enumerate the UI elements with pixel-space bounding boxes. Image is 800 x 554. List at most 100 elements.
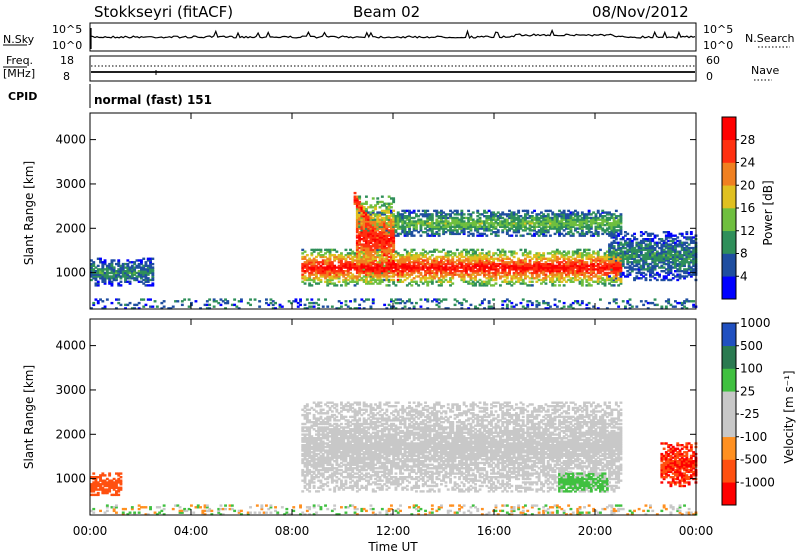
heatmap-cell	[555, 225, 559, 228]
heatmap-cell	[460, 211, 464, 214]
heatmap-cell	[324, 259, 327, 262]
heatmap-cell	[392, 238, 396, 241]
heatmap-cell	[533, 262, 536, 266]
heatmap-cell	[555, 270, 559, 273]
heatmap-cell	[510, 268, 514, 271]
heatmap-cell	[376, 277, 380, 280]
heatmap-cell	[396, 301, 400, 305]
heatmap-cell	[565, 223, 568, 227]
heatmap-cell	[683, 259, 686, 262]
heatmap-cell	[390, 248, 393, 252]
heatmap-cell	[265, 511, 268, 514]
heatmap-cell	[362, 238, 366, 241]
heatmap-cell	[144, 275, 148, 278]
heatmap-cell	[378, 234, 382, 237]
heatmap-cell	[540, 232, 543, 236]
heatmap-cell	[405, 268, 409, 271]
heatmap-cell	[644, 259, 648, 262]
heatmap-cell	[692, 246, 696, 250]
heatmap-cell	[328, 255, 332, 259]
heatmap-cell	[614, 264, 618, 268]
heatmap-cell	[449, 262, 452, 266]
heatmap-cell	[567, 273, 571, 276]
heatmap-cell	[605, 216, 609, 220]
heatmap-cell	[551, 271, 555, 275]
heatmap-cell	[483, 271, 486, 275]
heatmap-cell	[96, 284, 100, 287]
heatmap-cell	[585, 215, 589, 218]
heatmap-cell	[580, 273, 584, 276]
heatmap-cell	[596, 252, 600, 255]
heatmap-cell	[142, 298, 146, 301]
heatmap-cell	[605, 211, 609, 214]
heatmap-cell	[578, 273, 582, 276]
heatmap-cell	[415, 268, 418, 271]
heatmap-cell	[112, 275, 116, 278]
heatmap-cell	[642, 232, 646, 236]
heatmap-cell	[171, 507, 175, 511]
heatmap-cell	[610, 254, 614, 257]
heatmap-cell	[358, 271, 362, 275]
heatmap-cell	[535, 262, 539, 266]
heatmap-cell	[676, 264, 680, 268]
heatmap-cell	[340, 268, 343, 271]
heatmap-cell	[374, 268, 377, 271]
heatmap-cell	[360, 264, 364, 268]
heatmap-cell	[478, 257, 482, 260]
heatmap-cell	[358, 223, 362, 227]
heatmap-cell	[621, 246, 625, 250]
heatmap-cell	[517, 257, 521, 260]
heatmap-cell	[583, 275, 586, 278]
heatmap-cell	[603, 231, 607, 234]
heatmap-cell	[526, 266, 530, 269]
heatmap-cell	[140, 270, 143, 273]
heatmap-cell	[328, 273, 332, 276]
heatmap-cell	[490, 225, 493, 228]
heatmap-cell	[437, 229, 441, 232]
heatmap-cell	[537, 223, 541, 227]
heatmap-cell	[549, 271, 552, 275]
heatmap-cell	[571, 262, 575, 266]
heatmap-cell	[444, 252, 448, 255]
heatmap-cell	[555, 275, 559, 278]
heatmap-cell	[505, 218, 509, 221]
heatmap-cell	[308, 278, 312, 282]
heatmap-cell	[146, 278, 150, 282]
heatmap-cell	[546, 262, 550, 266]
heatmap-cell	[501, 300, 505, 303]
heatmap-cell	[551, 218, 555, 221]
heatmap-cell	[474, 225, 477, 228]
heatmap-cell	[269, 301, 273, 305]
heatmap-cell	[544, 220, 548, 223]
heatmap-cell	[378, 280, 382, 283]
heatmap-cell	[662, 255, 666, 259]
heatmap-cell	[401, 227, 405, 230]
heatmap-cell	[303, 445, 307, 449]
heatmap-cell	[367, 231, 371, 234]
heatmap-cell	[628, 303, 632, 307]
heatmap-cell	[626, 273, 630, 276]
heatmap-cell	[415, 282, 418, 285]
heatmap-cell	[167, 307, 171, 310]
heatmap-cell	[312, 280, 316, 283]
heatmap-cell	[140, 266, 143, 269]
heatmap-cell	[685, 268, 689, 271]
heatmap-cell	[499, 266, 502, 269]
heatmap-cell	[624, 234, 627, 237]
heatmap-cell	[653, 268, 657, 271]
heatmap-cell	[671, 246, 675, 250]
heatmap-cell	[689, 239, 693, 243]
heatmap-cell	[637, 268, 641, 271]
heatmap-cell	[253, 511, 257, 514]
heatmap-cell	[140, 262, 143, 266]
heatmap-cell	[133, 270, 137, 273]
heatmap-cell	[485, 218, 489, 221]
heatmap-cell	[394, 216, 398, 220]
heatmap-cell	[644, 257, 648, 260]
heatmap-cell	[362, 252, 366, 255]
heatmap-cell	[526, 254, 530, 257]
heatmap-cell	[301, 468, 305, 472]
heatmap-cell	[540, 278, 543, 282]
heatmap-cell	[689, 268, 693, 271]
heatmap-cell	[487, 227, 491, 230]
